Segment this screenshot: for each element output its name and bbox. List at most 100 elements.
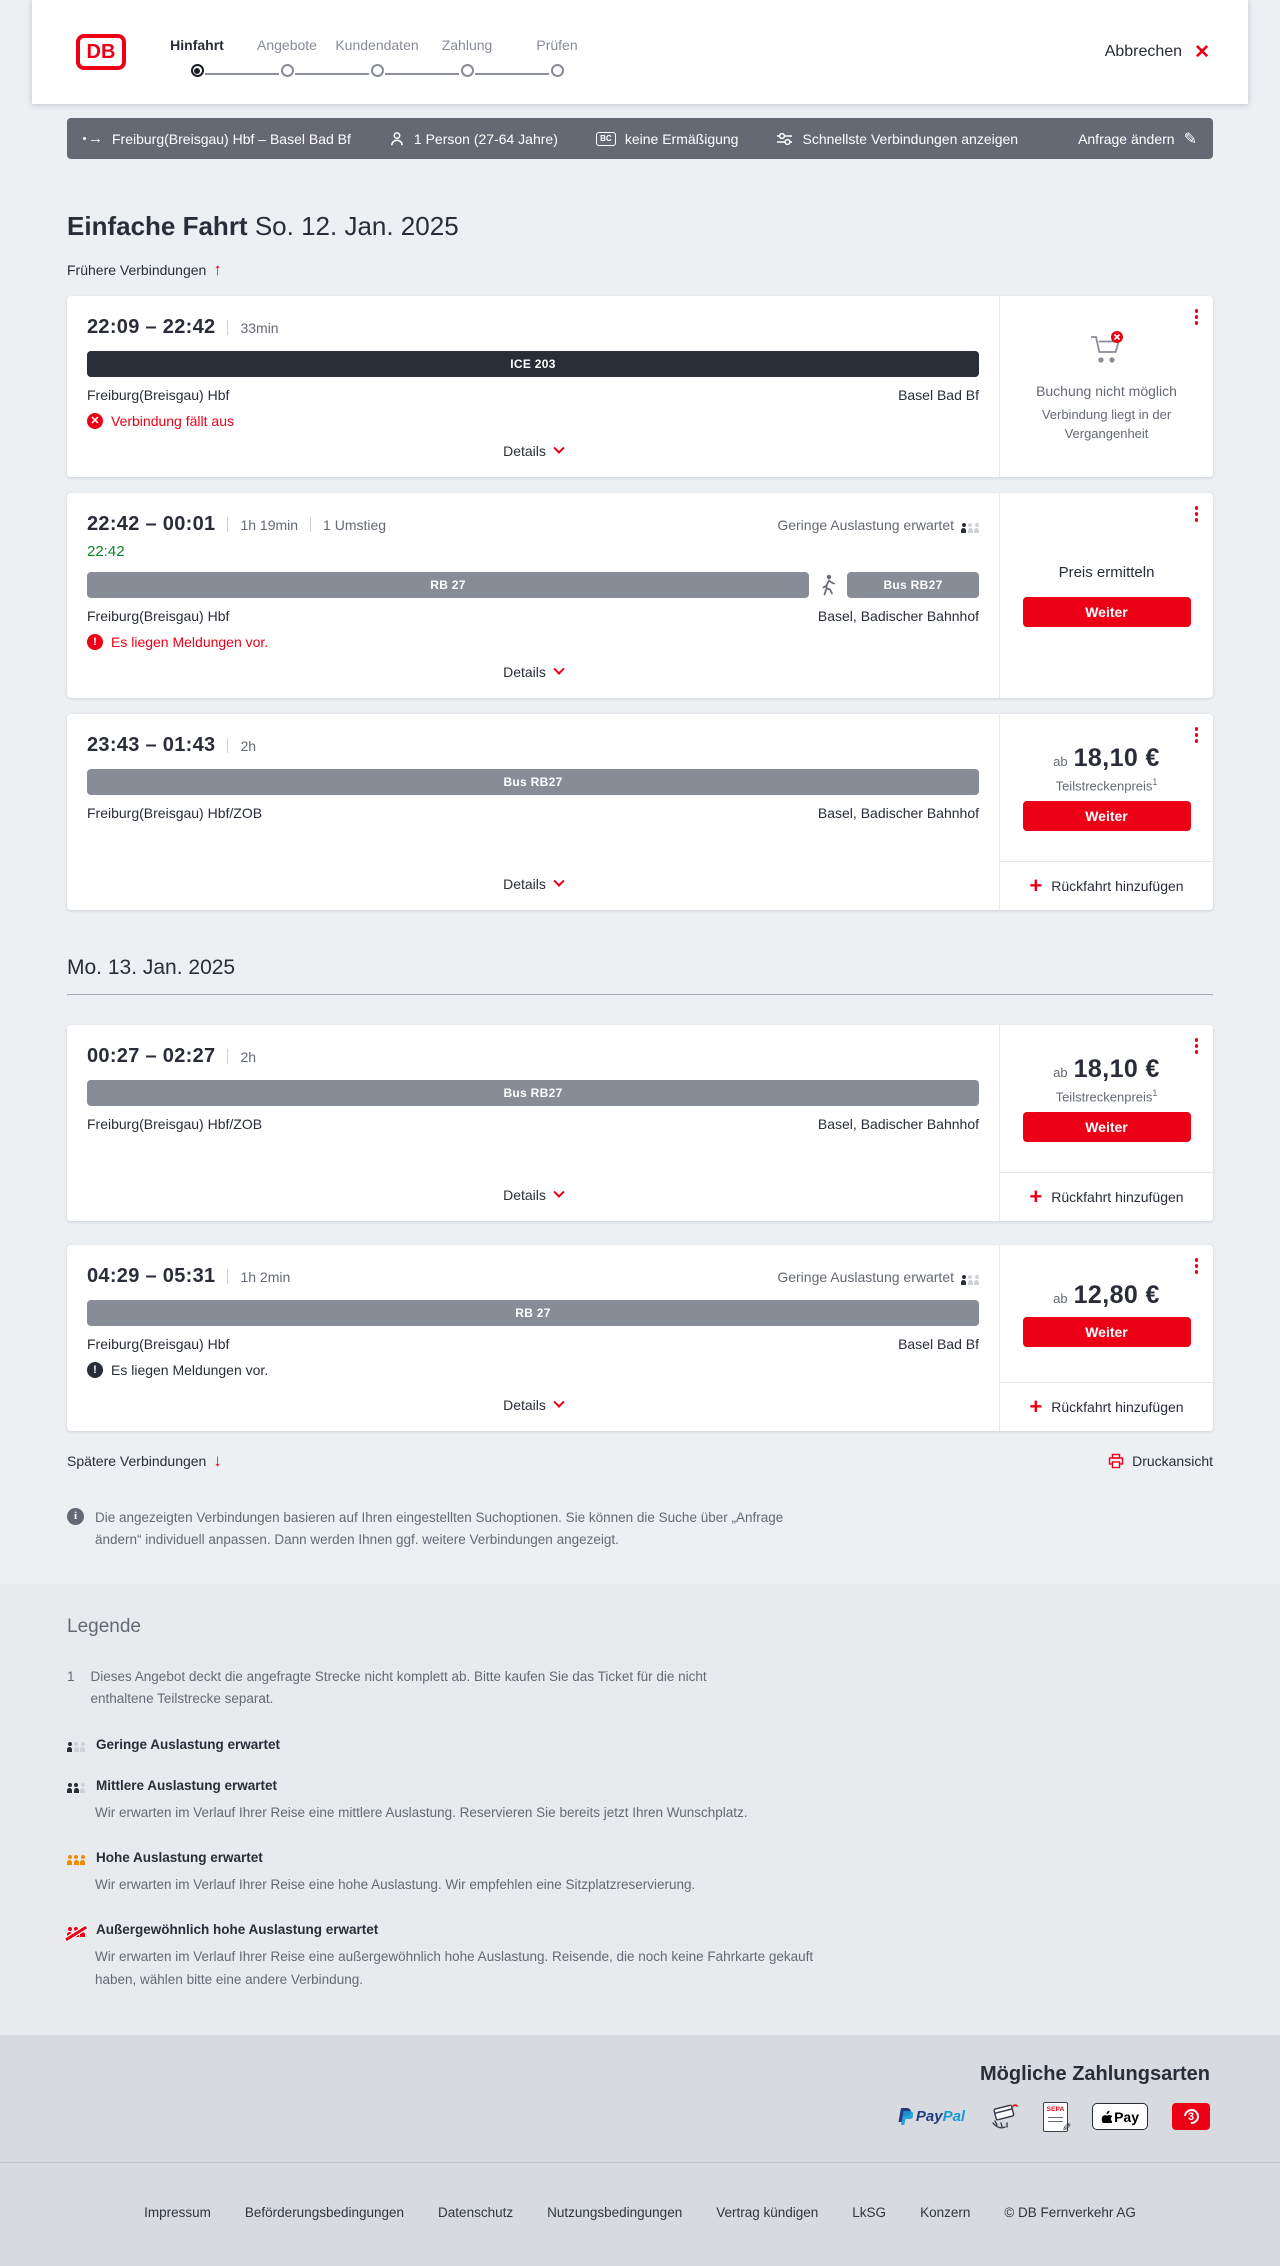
add-return-trip-button[interactable]: Rückfahrt hinzufügen (1000, 861, 1213, 910)
realtime-departure: 22:42 (87, 543, 125, 560)
page-title: Einfache Fahrt So. 12. Jan. 2025 (67, 211, 1213, 242)
occupancy-exceptional-icon (67, 1927, 85, 1938)
cart-unavailable-icon (1086, 329, 1128, 372)
bahncard-icon: BC (595, 131, 616, 146)
trip-date: So. 12. Jan. 2025 (254, 211, 459, 241)
chevron-down-icon (553, 875, 565, 887)
footer-link-impressum[interactable]: Impressum (144, 2204, 211, 2220)
price-prefix: ab (1053, 754, 1068, 770)
legend-item: Geringe Auslastung erwartet (67, 1737, 1213, 1752)
more-options-menu[interactable] (1192, 503, 1202, 525)
add-return-trip-button[interactable]: Rückfahrt hinzufügen (1000, 1172, 1213, 1221)
payment-methods-section: Mögliche Zahlungsarten PayPal SEPA P (0, 2034, 1280, 2162)
booking-status: Buchung nicht möglich (1036, 383, 1177, 400)
weiter-button[interactable]: Weiter (1022, 1111, 1191, 1142)
close-icon (1194, 41, 1210, 64)
train-segment-bar: RB 27 (87, 572, 809, 598)
booking-stepper: Hinfahrt Angebote Kundendaten Zahlung Pr… (152, 27, 602, 77)
step-pruefen[interactable]: Prüfen (475, 37, 602, 77)
details-toggle[interactable]: Details (87, 1383, 979, 1421)
legend-item: Außergewöhnlich hohe Auslastung erwartet… (67, 1922, 1213, 1991)
pencil-icon (1184, 129, 1197, 149)
step-hinfahrt[interactable]: Hinfahrt (152, 37, 242, 77)
details-toggle[interactable]: Details (87, 650, 979, 688)
arrival-station: Basel, Badischer Bahnhof (817, 608, 979, 624)
departure-station: Freiburg(Breisgau) Hbf (87, 1336, 230, 1352)
earlier-connections-link[interactable]: Frühere Verbindungen (67, 260, 222, 280)
section-divider (67, 994, 1213, 995)
weiter-button[interactable]: Weiter (1022, 1316, 1191, 1347)
connection-duration: 2h (240, 1048, 257, 1065)
trip-type: Einfache Fahrt (67, 211, 248, 241)
details-toggle[interactable]: Details (87, 862, 979, 900)
footer-link-lksg[interactable]: LkSG (852, 2204, 887, 2220)
footer-link-konzern[interactable]: Konzern (920, 2204, 971, 2220)
more-options-menu[interactable] (1192, 306, 1202, 328)
legend-section: Legende 1 Dieses Angebot deckt die angef… (0, 1584, 1280, 2035)
occupancy-low-icon (961, 523, 979, 533)
route-summary: Freiburg(Breisgau) Hbf – Basel Bad Bf (83, 131, 351, 147)
occupancy-medium-icon (67, 1783, 85, 1793)
price-action-label: Preis ermitteln (1058, 564, 1155, 581)
more-options-menu[interactable] (1192, 1255, 1202, 1277)
separator (227, 738, 229, 753)
booking-status-reason: Verbindung liegt in der Vergangenheit (1041, 407, 1172, 441)
modify-request-button[interactable]: Anfrage ändern (1078, 129, 1197, 149)
footer-copyright: © DB Fernverkehr AG (1004, 2204, 1136, 2220)
footer-link-nutzungsbedingungen[interactable]: Nutzungsbedingungen (547, 2204, 683, 2220)
section-date-header: Mo. 13. Jan. 2025 (67, 956, 236, 979)
plus-icon (1029, 875, 1042, 897)
more-options-menu[interactable] (1192, 724, 1202, 746)
connection-card: 22:42 – 00:01 1h 19min 1 Umstieg Geringe… (67, 493, 1213, 698)
cancel-button[interactable]: Abbrechen (1105, 41, 1210, 64)
separator (310, 517, 312, 532)
price-prefix: ab (1053, 1065, 1068, 1081)
connection-time: 22:09 – 22:42 (87, 316, 216, 338)
booking-panel: Preis ermitteln Weiter (999, 493, 1213, 698)
details-toggle[interactable]: Details (87, 429, 979, 467)
step-angebote[interactable]: Angebote (205, 37, 332, 77)
chevron-down-icon (553, 442, 565, 454)
later-connections-link[interactable]: Spätere Verbindungen (67, 1451, 222, 1471)
booking-panel: ab 18,10 € Teilstreckenpreis1 Weiter Rüc… (999, 1025, 1213, 1221)
separator (227, 1049, 229, 1064)
separator (227, 320, 229, 335)
booking-panel: Buchung nicht möglich Verbindung liegt i… (999, 296, 1213, 477)
price-value: 18,10 € (1073, 744, 1160, 773)
details-toggle[interactable]: Details (87, 1173, 979, 1211)
installment-payment-icon: 3 (1172, 2103, 1210, 2131)
connection-duration: 1h 19min (240, 516, 299, 533)
connection-message: ✕ Verbindung fällt aus (87, 413, 979, 429)
bus-segment-bar: Bus RB27 (87, 1080, 979, 1106)
train-segment-bar: ICE 203 (87, 351, 979, 377)
legend-footnote: 1 Dieses Angebot deckt die angefragte St… (67, 1666, 1213, 1711)
occupancy-indicator: Geringe Auslastung erwartet (777, 517, 979, 533)
connection-card: 00:27 – 02:27 2h Bus RB27 Freiburg(Breis… (67, 1025, 1213, 1221)
arrival-station: Basel Bad Bf (898, 1336, 979, 1352)
footer-link-befoerderungsbedingungen[interactable]: Beförderungsbedingungen (244, 2204, 405, 2220)
header: DB Hinfahrt Angebote Kundendaten Zahlung… (32, 0, 1248, 104)
step-dot (550, 64, 564, 77)
more-options-menu[interactable] (1192, 1035, 1202, 1057)
step-kundendaten[interactable]: Kundendaten (295, 37, 422, 77)
journey-summary-bar: Freiburg(Breisgau) Hbf – Basel Bad Bf 1 … (67, 118, 1213, 159)
step-zahlung[interactable]: Zahlung (385, 37, 512, 77)
chevron-down-icon (553, 663, 565, 675)
connection-message: ! Es liegen Meldungen vor. (87, 1362, 979, 1378)
weiter-button[interactable]: Weiter (1022, 800, 1191, 831)
print-view-link[interactable]: Druckansicht (1108, 1453, 1213, 1469)
occupancy-low-icon (961, 1275, 979, 1285)
fastest-connections-toggle[interactable]: Schnellste Verbindungen anzeigen (776, 131, 1018, 147)
footer-link-vertrag-kuendigen[interactable]: Vertrag kündigen (716, 2204, 819, 2220)
bus-segment-bar: Bus RB27 (87, 769, 979, 795)
arrival-station: Basel Bad Bf (898, 387, 979, 403)
bus-segment-bar: Bus RB27 (847, 572, 979, 598)
occupancy-low-icon (67, 1742, 85, 1752)
weiter-button[interactable]: Weiter (1022, 597, 1191, 627)
chevron-down-icon (553, 1396, 565, 1408)
credit-card-icon (992, 2104, 1018, 2129)
step-dot (370, 64, 384, 77)
paypal-icon: PayPal (897, 2107, 965, 2126)
footer-link-datenschutz[interactable]: Datenschutz (438, 2204, 514, 2220)
add-return-trip-button[interactable]: Rückfahrt hinzufügen (1000, 1382, 1213, 1431)
